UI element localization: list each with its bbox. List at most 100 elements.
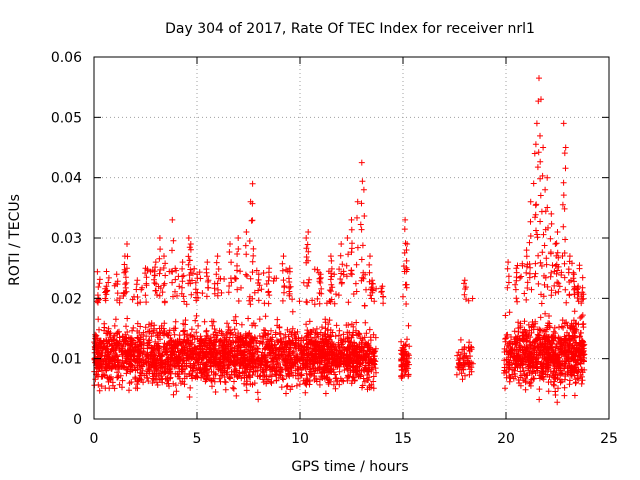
data-point <box>212 370 219 377</box>
data-point <box>527 379 534 386</box>
data-point <box>268 373 275 380</box>
data-point <box>273 275 280 282</box>
data-point <box>128 366 135 373</box>
data-point <box>270 278 277 284</box>
data-point <box>370 373 377 380</box>
data-point <box>517 274 523 281</box>
data-point <box>161 320 168 327</box>
data-point <box>284 326 291 333</box>
data-point <box>336 353 343 360</box>
data-point <box>274 322 281 329</box>
tick-labels: 0 5 10 15 20 25 0 0.01 0.02 0.03 0.04 0.05 0.06 <box>51 50 618 447</box>
data-point <box>273 372 280 379</box>
data-point <box>238 352 245 359</box>
data-point <box>346 373 353 380</box>
data-point <box>455 357 462 364</box>
data-point <box>364 386 371 393</box>
data-point <box>129 296 136 303</box>
data-point <box>562 236 569 243</box>
data-point <box>254 357 261 364</box>
data-point <box>503 332 510 338</box>
data-point <box>280 376 287 383</box>
data-point <box>562 144 569 151</box>
data-point <box>285 352 292 359</box>
data-point <box>348 226 355 233</box>
data-point <box>548 220 555 227</box>
data-point <box>528 350 535 357</box>
data-point <box>106 338 113 345</box>
data-point <box>564 369 571 376</box>
data-point <box>198 356 205 363</box>
data-point <box>96 326 102 333</box>
data-point <box>513 339 519 346</box>
data-point <box>155 349 162 356</box>
data-point <box>170 380 177 387</box>
data-point <box>323 363 330 370</box>
data-point <box>328 348 335 355</box>
data-point <box>150 351 157 358</box>
data-point <box>116 334 123 341</box>
data-point <box>345 251 352 258</box>
data-point <box>283 357 290 364</box>
data-point <box>535 252 542 259</box>
data-point <box>563 299 570 306</box>
data-point <box>172 355 179 362</box>
data-point <box>204 259 211 266</box>
data-point <box>537 132 543 139</box>
data-point <box>337 276 344 282</box>
data-point <box>403 268 410 275</box>
data-point <box>370 385 377 392</box>
data-point <box>267 336 274 343</box>
data-point <box>169 247 175 254</box>
data-point <box>172 288 178 295</box>
data-point <box>168 338 175 345</box>
data-point <box>157 285 164 292</box>
data-point <box>279 267 286 274</box>
data-point <box>271 366 278 373</box>
data-point <box>316 355 323 362</box>
data-point <box>403 355 410 362</box>
data-point <box>116 366 122 373</box>
data-point <box>556 283 563 290</box>
data-point <box>310 327 317 334</box>
data-point <box>505 351 512 358</box>
data-point <box>527 233 534 239</box>
data-point <box>290 372 297 379</box>
data-point <box>217 351 224 358</box>
data-point <box>226 283 233 289</box>
data-point <box>311 360 317 367</box>
x-tick-label: 20 <box>497 431 515 447</box>
data-point <box>405 322 412 329</box>
data-point <box>553 341 560 348</box>
data-point <box>541 272 547 279</box>
data-point <box>457 361 464 368</box>
data-point <box>503 356 510 363</box>
data-point <box>250 245 257 252</box>
data-point <box>565 269 572 276</box>
data-point <box>212 371 219 378</box>
data-point <box>228 259 235 266</box>
data-point <box>503 347 510 354</box>
data-point <box>561 250 568 256</box>
data-point <box>290 340 297 347</box>
data-point <box>528 286 535 293</box>
data-point <box>303 235 310 241</box>
data-point <box>225 289 232 296</box>
data-point <box>328 360 335 367</box>
data-point <box>350 350 357 357</box>
data-point <box>146 328 153 335</box>
data-point <box>367 337 374 344</box>
data-point <box>122 274 129 281</box>
data-point <box>380 293 387 300</box>
data-point <box>454 352 461 359</box>
data-point <box>366 360 373 367</box>
data-point <box>176 368 183 375</box>
data-point <box>401 371 408 378</box>
data-point <box>140 361 147 368</box>
data-point <box>401 226 408 233</box>
data-point <box>163 380 170 387</box>
chart-title: Day 304 of 2017, Rate Of TEC Index for r… <box>165 21 535 37</box>
data-point <box>579 312 586 319</box>
data-point <box>552 330 559 337</box>
data-point <box>145 362 152 369</box>
